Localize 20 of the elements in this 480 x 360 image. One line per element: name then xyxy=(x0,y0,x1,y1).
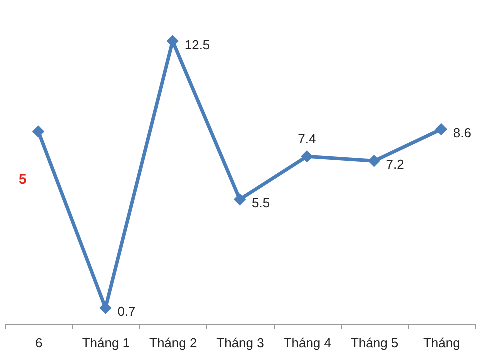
data-label: 0.7 xyxy=(118,304,136,320)
x-tick-label: Tháng 4 xyxy=(284,336,332,350)
annotation: 5 xyxy=(19,171,27,187)
point xyxy=(368,155,380,168)
x-tick-label: Tháng 5 xyxy=(350,336,399,350)
point xyxy=(301,150,314,163)
data-label: 5.5 xyxy=(252,196,270,211)
point xyxy=(435,123,448,136)
point xyxy=(234,193,246,206)
point xyxy=(166,35,179,48)
x-tick-label: Tháng 1 xyxy=(82,336,130,350)
x-tick-label: Tháng 3 xyxy=(216,336,264,350)
x-tick-label: 6 xyxy=(35,336,43,350)
data-label: 8.6 xyxy=(453,126,472,141)
data-label: 12.5 xyxy=(184,37,210,52)
data-label: 7.4 xyxy=(298,132,316,147)
x-tick-label: Tháng xyxy=(423,336,460,350)
x-tick-label: Tháng 2 xyxy=(150,336,198,350)
data-label: 7.2 xyxy=(386,157,404,172)
point xyxy=(32,126,45,138)
